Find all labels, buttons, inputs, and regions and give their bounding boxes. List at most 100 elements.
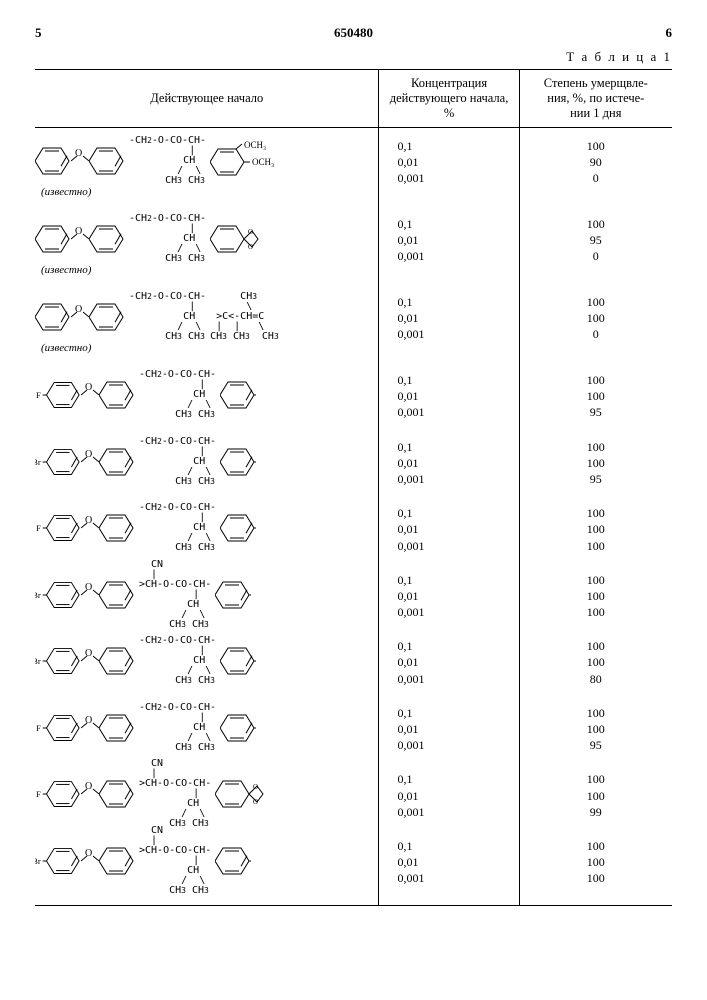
conc-value: 0,001 [397, 538, 514, 554]
table-row: F O -CH2-O-CO-CH- | CH / \ CH3 CH3 CH3 0… [35, 368, 672, 435]
kill-value: 100 [524, 854, 668, 870]
conc-value: 0,001 [397, 870, 514, 886]
concentration-cell: 0,10,010,001 [379, 128, 519, 213]
kill-value: 95 [524, 737, 668, 753]
structure-cell: O -CH2-O-CO-CH- | CH / \ CH3 CH3 OCH₃ OC… [35, 128, 379, 213]
table-caption: Т а б л и ц а 1 [35, 49, 672, 65]
table-row: Br O CN | >CH-O-CO-CH- | CH / \ CH3 CH3 … [35, 834, 672, 905]
conc-value: 0,1 [397, 771, 514, 787]
conc-value: 0,001 [397, 604, 514, 620]
kill-value: 100 [524, 721, 668, 737]
structure-cell: F O -CH2-O-CO-CH- | CH / \ CH3 CH3 Cl [35, 501, 379, 568]
kill-value: 100 [524, 372, 668, 388]
table-row: Br O -CH2-O-CO-CH- | CH / \ CH3 CH3 Br 0… [35, 634, 672, 701]
svg-text:OCH₃: OCH₃ [252, 157, 274, 167]
known-label: (известно) [41, 342, 376, 354]
structure-cell: F O -CH2-O-CO-CH- | CH / \ CH3 CH3 Br [35, 701, 379, 768]
kill-value: 100 [524, 638, 668, 654]
conc-value: 0,01 [397, 721, 514, 737]
kill-value: 100 [524, 455, 668, 471]
concentration-cell: 0,10,010,001 [379, 368, 519, 435]
conc-value: 0,01 [397, 455, 514, 471]
svg-text:Br: Br [35, 856, 41, 866]
concentration-cell: 0,10,010,001 [379, 290, 519, 368]
mortality-cell: 100100100 [519, 568, 672, 635]
conc-value: 0,001 [397, 471, 514, 487]
known-label: (известно) [41, 264, 376, 276]
kill-value: 100 [524, 788, 668, 804]
svg-text:F: F [36, 723, 41, 733]
conc-value: 0,1 [397, 294, 514, 310]
structure-cell: Br O CN | >CH-O-CO-CH- | CH / \ CH3 CH3 … [35, 568, 379, 635]
kill-value: 0 [524, 170, 668, 186]
conc-value: 0,1 [397, 372, 514, 388]
kill-value: 100 [524, 294, 668, 310]
structure-cell: F O CN | >CH-O-CO-CH- | CH / \ CH3 CH3 O… [35, 767, 379, 834]
mortality-cell: 1001000 [519, 290, 672, 368]
concentration-cell: 0,10,010,001 [379, 701, 519, 768]
svg-text:O: O [253, 798, 258, 806]
known-label: (известно) [41, 186, 376, 198]
kill-value: 100 [524, 705, 668, 721]
mortality-cell: 10010095 [519, 368, 672, 435]
conc-value: 0,001 [397, 671, 514, 687]
conc-value: 0,01 [397, 521, 514, 537]
conc-value: 0,01 [397, 388, 514, 404]
kill-value: 100 [524, 216, 668, 232]
page-number-left: 5 [35, 25, 42, 41]
svg-text:Br: Br [35, 590, 41, 600]
col-header-mortality: Степень умерщвле- ния, %, по истече- нии… [519, 70, 672, 128]
conc-value: 0,1 [397, 638, 514, 654]
kill-value: 95 [524, 404, 668, 420]
svg-text:Br: Br [35, 456, 41, 466]
concentration-cell: 0,10,010,001 [379, 568, 519, 635]
kill-value: 100 [524, 521, 668, 537]
col-header-structure: Действующее начало [35, 70, 379, 128]
conc-value: 0,001 [397, 248, 514, 264]
kill-value: 100 [524, 505, 668, 521]
mortality-cell: 10010095 [519, 435, 672, 502]
conc-value: 0,01 [397, 310, 514, 326]
conc-value: 0,001 [397, 326, 514, 342]
kill-value: 80 [524, 671, 668, 687]
table-row: O -CH2-O-CO-CH- | CH / \ CH3 CH3 OCH₃ OC… [35, 128, 672, 213]
svg-text:F: F [36, 789, 41, 799]
table-row: Br O CN | >CH-O-CO-CH- | CH / \ CH3 CH3 … [35, 568, 672, 635]
kill-value: 0 [524, 248, 668, 264]
kill-value: 100 [524, 588, 668, 604]
conc-value: 0,1 [397, 439, 514, 455]
conc-value: 0,01 [397, 588, 514, 604]
table-row: F O -CH2-O-CO-CH- | CH / \ CH3 CH3 Cl 0,… [35, 501, 672, 568]
conc-value: 0,1 [397, 572, 514, 588]
conc-value: 0,1 [397, 505, 514, 521]
conc-value: 0,1 [397, 138, 514, 154]
svg-text:F: F [36, 523, 41, 533]
svg-text:O: O [248, 228, 253, 236]
conc-value: 0,01 [397, 654, 514, 670]
structure-cell: Br O -CH2-O-CO-CH- | CH / \ CH3 CH3 Cl [35, 435, 379, 502]
concentration-cell: 0,10,010,001 [379, 501, 519, 568]
concentration-cell: 0,10,010,001 [379, 435, 519, 502]
structure-cell: Br O CN | >CH-O-CO-CH- | CH / \ CH3 CH3 … [35, 834, 379, 905]
table-row: O -CH2-O-CO-CH- | CH / \ CH3 CH3 O O (из… [35, 212, 672, 290]
kill-value: 100 [524, 388, 668, 404]
structure-cell: Br O -CH2-O-CO-CH- | CH / \ CH3 CH3 Br [35, 634, 379, 701]
kill-value: 100 [524, 654, 668, 670]
mortality-cell: 100100100 [519, 501, 672, 568]
kill-value: 100 [524, 572, 668, 588]
kill-value: 100 [524, 310, 668, 326]
conc-value: 0,01 [397, 154, 514, 170]
conc-value: 0,01 [397, 788, 514, 804]
structure-cell: O -CH2-O-CO-CH- | CH / \ CH3 CH3 O O (из… [35, 212, 379, 290]
kill-value: 95 [524, 232, 668, 248]
kill-value: 90 [524, 154, 668, 170]
table-row: F O CN | >CH-O-CO-CH- | CH / \ CH3 CH3 O… [35, 767, 672, 834]
kill-value: 100 [524, 604, 668, 620]
conc-value: 0,01 [397, 854, 514, 870]
conc-value: 0,001 [397, 170, 514, 186]
concentration-cell: 0,10,010,001 [379, 212, 519, 290]
table-row: O -CH2-O-CO-CH- | CH / \ CH3 CH3 CH3 \ >… [35, 290, 672, 368]
svg-text:O: O [248, 243, 253, 251]
mortality-cell: 10010099 [519, 767, 672, 834]
kill-value: 0 [524, 326, 668, 342]
